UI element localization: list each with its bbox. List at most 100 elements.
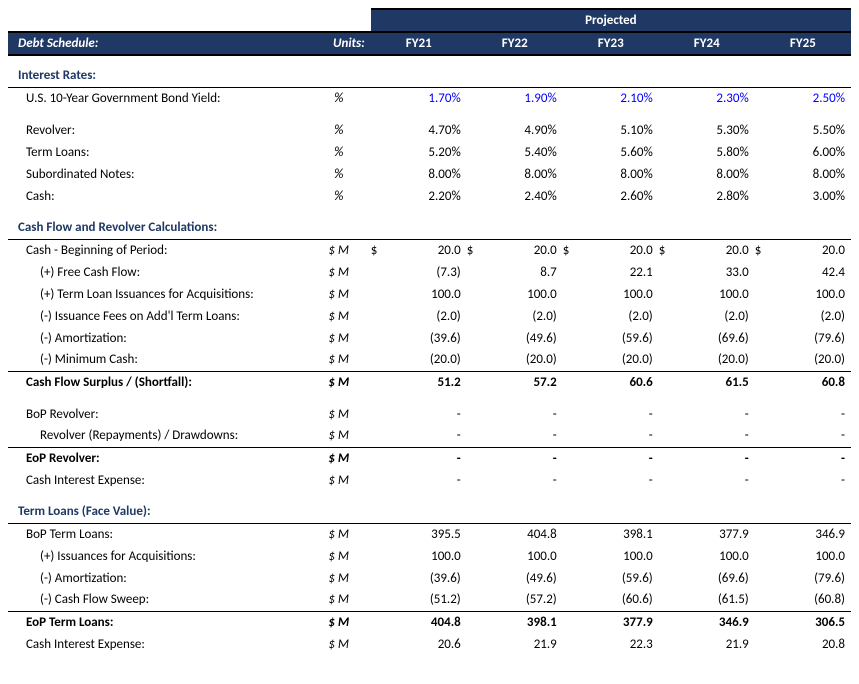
row-unit: $ M bbox=[307, 633, 371, 655]
row-label: Cash Flow Surplus / (Shortfall): bbox=[8, 371, 307, 393]
row-value: 100.0 bbox=[776, 283, 851, 305]
row-unit: $ M bbox=[307, 349, 371, 371]
row-value: - bbox=[392, 447, 467, 469]
row-value: 377.9 bbox=[680, 523, 755, 545]
row-unit: $ M bbox=[307, 545, 371, 567]
row-value: 2.30% bbox=[680, 87, 755, 109]
row-value: - bbox=[488, 469, 563, 491]
row-value: - bbox=[776, 469, 851, 491]
row-label: Term Loans: bbox=[8, 141, 307, 163]
row-unit: % bbox=[307, 185, 371, 207]
row-value: 6.00% bbox=[776, 141, 851, 163]
row-value: 22.3 bbox=[584, 633, 659, 655]
row-unit: $ M bbox=[307, 403, 371, 425]
row-value: 100.0 bbox=[680, 283, 755, 305]
row-value: 1.70% bbox=[392, 87, 467, 109]
row-value: 20.0 bbox=[584, 239, 659, 261]
row-value: - bbox=[488, 447, 563, 469]
row-label: U.S. 10-Year Government Bond Yield: bbox=[8, 87, 307, 109]
row-unit: $ M bbox=[307, 425, 371, 447]
row-value: - bbox=[776, 447, 851, 469]
row-label: Cash Interest Expense: bbox=[8, 469, 307, 491]
row-value: (49.6) bbox=[488, 567, 563, 589]
row-label: Revolver: bbox=[8, 119, 307, 141]
row-value: (39.6) bbox=[392, 327, 467, 349]
row-value: 100.0 bbox=[488, 545, 563, 567]
row-unit: $ M bbox=[307, 371, 371, 393]
table-title: Debt Schedule: bbox=[8, 32, 307, 55]
row-value: - bbox=[488, 403, 563, 425]
row-value: (20.0) bbox=[488, 349, 563, 371]
row-value: - bbox=[392, 425, 467, 447]
row-value: 60.6 bbox=[584, 371, 659, 393]
row-value: 5.80% bbox=[680, 141, 755, 163]
row-value: (2.0) bbox=[392, 305, 467, 327]
row-value: 4.70% bbox=[392, 119, 467, 141]
row-value: 8.00% bbox=[680, 163, 755, 185]
row-unit: $ M bbox=[307, 239, 371, 261]
row-value: - bbox=[680, 469, 755, 491]
row-value: 5.40% bbox=[488, 141, 563, 163]
row-unit: $ M bbox=[307, 447, 371, 469]
row-label: (-) Minimum Cash: bbox=[8, 349, 307, 371]
row-value: 2.50% bbox=[776, 87, 851, 109]
row-label: (-) Amortization: bbox=[8, 567, 307, 589]
row-value: - bbox=[584, 469, 659, 491]
row-value: 404.8 bbox=[488, 523, 563, 545]
row-value: 5.50% bbox=[776, 119, 851, 141]
row-label: Cash - Beginning of Period: bbox=[8, 239, 307, 261]
row-value: 404.8 bbox=[392, 611, 467, 633]
row-unit: $ M bbox=[307, 261, 371, 283]
row-label: Cash Interest Expense: bbox=[8, 633, 307, 655]
row-value: 1.90% bbox=[488, 87, 563, 109]
row-value: (69.6) bbox=[680, 327, 755, 349]
row-value: (2.0) bbox=[488, 305, 563, 327]
row-value: 5.10% bbox=[584, 119, 659, 141]
row-value: 2.80% bbox=[680, 185, 755, 207]
row-label: (+) Term Loan Issuances for Acquisitions… bbox=[8, 283, 307, 305]
units-header: Units: bbox=[307, 32, 371, 55]
row-value: 20.6 bbox=[392, 633, 467, 655]
row-value: 100.0 bbox=[584, 283, 659, 305]
row-value: 57.2 bbox=[488, 371, 563, 393]
row-value: 100.0 bbox=[392, 283, 467, 305]
row-value: (7.3) bbox=[392, 261, 467, 283]
row-value: - bbox=[680, 403, 755, 425]
row-value: 8.00% bbox=[584, 163, 659, 185]
row-value: (2.0) bbox=[776, 305, 851, 327]
row-value: - bbox=[392, 469, 467, 491]
row-value: 8.00% bbox=[392, 163, 467, 185]
row-value: 61.5 bbox=[680, 371, 755, 393]
row-value: 5.30% bbox=[680, 119, 755, 141]
row-unit: % bbox=[307, 141, 371, 163]
row-value: 8.00% bbox=[488, 163, 563, 185]
row-value: (39.6) bbox=[392, 567, 467, 589]
row-value: 21.9 bbox=[680, 633, 755, 655]
row-value: (57.2) bbox=[488, 589, 563, 611]
row-value: - bbox=[680, 425, 755, 447]
year-header-4: FY25 bbox=[755, 32, 851, 55]
row-value: (20.0) bbox=[392, 349, 467, 371]
row-value: (20.0) bbox=[584, 349, 659, 371]
row-value: 51.2 bbox=[392, 371, 467, 393]
row-value: 2.60% bbox=[584, 185, 659, 207]
row-value: 20.0 bbox=[392, 239, 467, 261]
row-value: (79.6) bbox=[776, 567, 851, 589]
row-unit: % bbox=[307, 163, 371, 185]
row-label: EoP Revolver: bbox=[8, 447, 307, 469]
row-label: Cash: bbox=[8, 185, 307, 207]
row-value: 306.5 bbox=[776, 611, 851, 633]
row-value: - bbox=[584, 425, 659, 447]
row-unit: $ M bbox=[307, 567, 371, 589]
row-value: (60.8) bbox=[776, 589, 851, 611]
row-value: 395.5 bbox=[392, 523, 467, 545]
row-value: - bbox=[488, 425, 563, 447]
row-value: - bbox=[776, 425, 851, 447]
row-label: BoP Revolver: bbox=[8, 403, 307, 425]
section-term-loans: Term Loans (Face Value): bbox=[8, 501, 851, 523]
row-value: 100.0 bbox=[488, 283, 563, 305]
row-value: - bbox=[680, 447, 755, 469]
row-unit: $ M bbox=[307, 305, 371, 327]
row-value: 8.7 bbox=[488, 261, 563, 283]
debt-schedule-table: ProjectedDebt Schedule:Units:FY21FY22FY2… bbox=[8, 8, 851, 655]
